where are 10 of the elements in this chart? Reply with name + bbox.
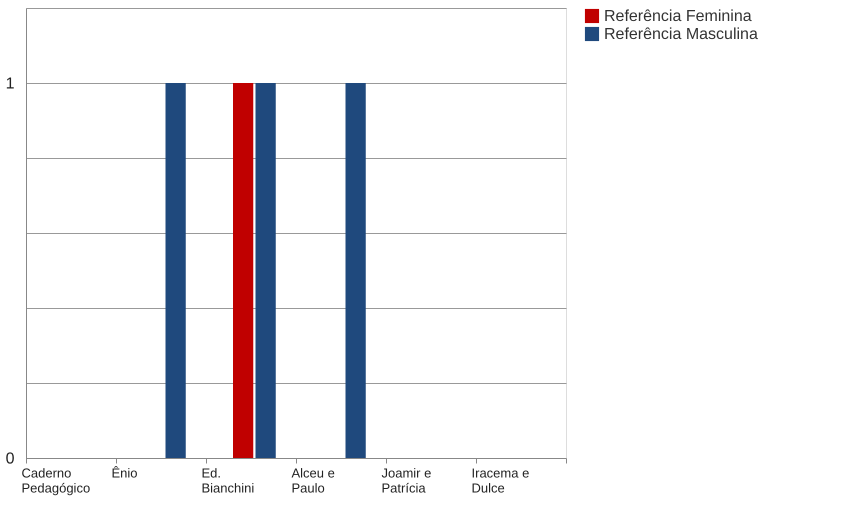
- x-tick-label: Joamir e Patrícia: [382, 466, 432, 496]
- x-tick-label: Ênio: [112, 466, 138, 480]
- x-tick-label: Alceu e Paulo: [292, 466, 335, 496]
- y-tick-label: 1: [6, 76, 15, 92]
- legend-label: Referência Masculina: [604, 26, 758, 43]
- x-tick-label: Ed. Bianchini: [202, 466, 254, 496]
- legend-label: Referência Feminina: [604, 8, 752, 25]
- x-tick-label: Caderno Pedagógico: [22, 466, 90, 496]
- x-tick-label: Iracema e Dulce: [472, 466, 530, 496]
- y-tick-label: 0: [6, 450, 15, 468]
